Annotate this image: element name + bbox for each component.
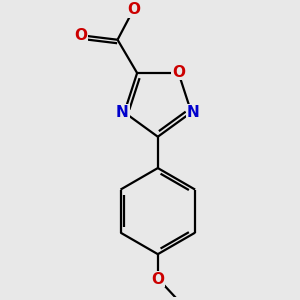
Text: O: O — [172, 65, 185, 80]
Text: O: O — [128, 2, 140, 17]
Text: O: O — [151, 272, 164, 287]
Text: N: N — [116, 105, 129, 120]
Text: O: O — [74, 28, 87, 43]
Text: N: N — [187, 105, 200, 120]
